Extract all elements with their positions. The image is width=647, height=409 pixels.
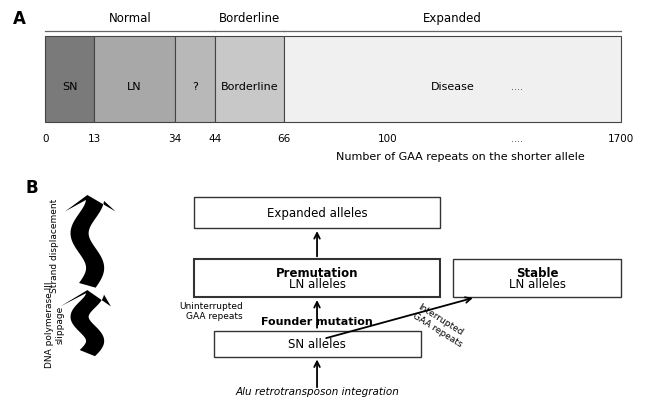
Text: 66: 66 xyxy=(278,134,291,144)
Text: Stable: Stable xyxy=(516,266,558,279)
Text: Premutation: Premutation xyxy=(276,266,358,279)
Text: Borderline: Borderline xyxy=(219,12,280,25)
Bar xyxy=(45,37,94,123)
Polygon shape xyxy=(65,196,116,288)
Bar xyxy=(215,37,284,123)
Text: Borderline: Borderline xyxy=(221,82,278,92)
Text: SN: SN xyxy=(62,82,78,92)
Text: 44: 44 xyxy=(208,134,222,144)
Text: 0: 0 xyxy=(42,134,49,144)
Text: A: A xyxy=(13,10,26,28)
Text: Normal: Normal xyxy=(109,12,151,25)
Bar xyxy=(194,198,440,229)
Text: Alu retrotransposon integration: Alu retrotransposon integration xyxy=(235,386,399,396)
Bar xyxy=(194,260,440,297)
Text: 13: 13 xyxy=(87,134,101,144)
Text: LN: LN xyxy=(127,82,142,92)
Text: LN alleles: LN alleles xyxy=(289,278,345,291)
Text: Founder mutation: Founder mutation xyxy=(261,316,373,326)
Bar xyxy=(94,37,175,123)
Text: SN alleles: SN alleles xyxy=(288,337,346,350)
Text: ....: .... xyxy=(512,134,523,144)
Text: DNA polymerase III
slippage: DNA polymerase III slippage xyxy=(45,281,65,367)
Bar xyxy=(453,260,621,297)
Text: Disease: Disease xyxy=(431,82,474,92)
Text: Number of GAA repeats on the shorter allele: Number of GAA repeats on the shorter all… xyxy=(336,152,584,162)
Text: 34: 34 xyxy=(168,134,181,144)
Text: ....: .... xyxy=(512,82,523,92)
Text: LN alleles: LN alleles xyxy=(509,278,565,291)
Text: B: B xyxy=(26,179,39,197)
Text: Expanded alleles: Expanded alleles xyxy=(267,207,367,220)
Text: 1700: 1700 xyxy=(608,134,634,144)
Text: ?: ? xyxy=(192,82,198,92)
Text: Interrupted
GAA repeats: Interrupted GAA repeats xyxy=(411,301,469,348)
Bar xyxy=(284,37,621,123)
Text: Expanded: Expanded xyxy=(423,12,482,25)
Polygon shape xyxy=(60,290,111,356)
Bar xyxy=(214,331,421,357)
Text: 100: 100 xyxy=(378,134,398,144)
Bar xyxy=(175,37,215,123)
Text: Strand displacement: Strand displacement xyxy=(50,198,60,292)
Text: Uninterrupted
GAA repeats: Uninterrupted GAA repeats xyxy=(179,301,243,320)
